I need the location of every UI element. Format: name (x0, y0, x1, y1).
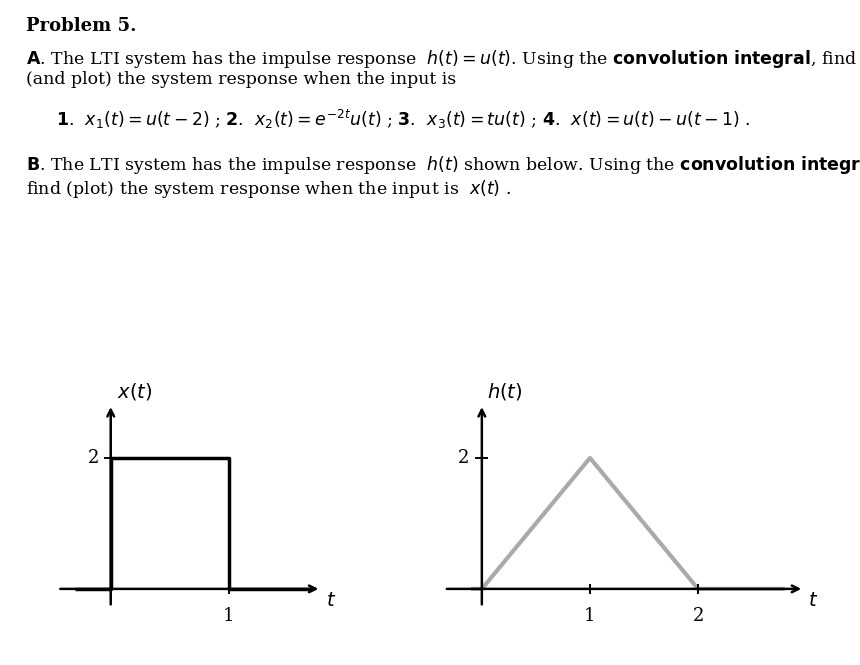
Text: $t$: $t$ (808, 592, 819, 610)
Text: 2: 2 (692, 607, 703, 625)
Text: 1: 1 (584, 607, 596, 625)
Text: 1: 1 (224, 607, 235, 625)
Text: $x(t)$: $x(t)$ (117, 381, 152, 402)
Text: 2: 2 (458, 449, 469, 467)
Text: (and plot) the system response when the input is: (and plot) the system response when the … (26, 71, 456, 88)
Text: 2: 2 (88, 449, 99, 467)
Text: find (plot) the system response when the input is  $x(t)$ .: find (plot) the system response when the… (26, 178, 511, 200)
Text: $h(t)$: $h(t)$ (488, 381, 523, 402)
Text: $t$: $t$ (326, 592, 336, 610)
Text: Problem 5.: Problem 5. (26, 17, 136, 35)
Text: $\mathbf{B}$. The LTI system has the impulse response  $h(t)$ shown below. Using: $\mathbf{B}$. The LTI system has the imp… (26, 154, 860, 176)
Text: $\mathbf{A}$. The LTI system has the impulse response  $h(t)=u(t)$. Using the $\: $\mathbf{A}$. The LTI system has the imp… (26, 48, 857, 70)
Text: $\mathbf{1}$.$\ \ x_1(t)=u(t-2)$ ; $\mathbf{2}$.$\ \ x_2(t)=e^{-2t}u(t)$ ; $\mat: $\mathbf{1}$.$\ \ x_1(t)=u(t-2)$ ; $\mat… (56, 108, 751, 131)
